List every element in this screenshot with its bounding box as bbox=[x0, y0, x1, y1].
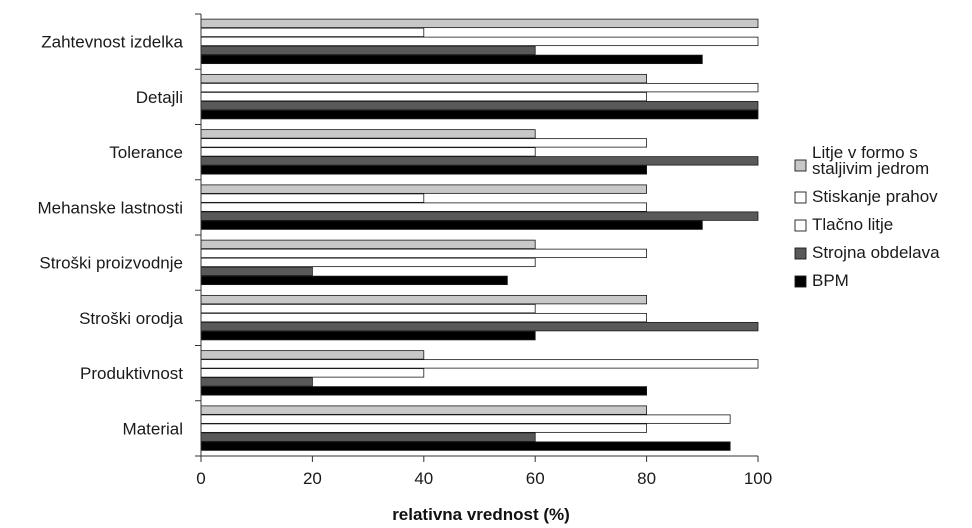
bar-3-3 bbox=[200, 147, 536, 157]
bar-3-6 bbox=[200, 312, 648, 323]
x-tick-label: 20 bbox=[303, 469, 322, 488]
x-tick-label: 100 bbox=[744, 469, 772, 488]
bar-5-3 bbox=[200, 165, 648, 175]
bar-5-7 bbox=[200, 386, 648, 396]
bar-3-4 bbox=[200, 202, 648, 212]
bar-2-7 bbox=[200, 359, 759, 369]
legend-label-2: Stiskanje prahov bbox=[812, 187, 938, 206]
x-axis-title: relativna vrednost (%) bbox=[392, 505, 570, 524]
x-tick-label: 40 bbox=[414, 469, 433, 488]
bar-1-5 bbox=[200, 239, 536, 250]
category-labels: Zahtevnost izdelka Detajli Tolerance Mehans… bbox=[37, 33, 183, 439]
category-label: Mehanske lastnosti bbox=[37, 198, 183, 217]
bar-4-7 bbox=[200, 377, 313, 387]
bar-4-5 bbox=[200, 266, 313, 277]
bar-5-5 bbox=[200, 275, 508, 286]
bar-3-5 bbox=[200, 257, 536, 268]
bar-3-8 bbox=[200, 423, 648, 433]
category-label: Produktivnost bbox=[80, 364, 183, 383]
bar-2-6 bbox=[200, 303, 536, 314]
x-tick-labels: 0 20 40 60 80 100 bbox=[196, 469, 772, 488]
category-label: Tolerance bbox=[109, 143, 183, 162]
legend-swatch-3 bbox=[794, 219, 807, 232]
bar-1-3 bbox=[200, 129, 536, 139]
bar-5-6 bbox=[200, 330, 536, 341]
bar-3-7 bbox=[200, 368, 425, 378]
x-tick-label: 0 bbox=[196, 469, 205, 488]
bar-5-2 bbox=[200, 109, 759, 120]
category-label: Stroški proizvodnje bbox=[39, 254, 183, 273]
bar-2-2 bbox=[200, 82, 759, 93]
category-label: Zahtevnost izdelka bbox=[41, 33, 183, 52]
axes-group bbox=[195, 13, 759, 462]
bar-2-4 bbox=[200, 193, 425, 203]
category-label: Material bbox=[123, 419, 183, 438]
bar-4-6 bbox=[200, 321, 759, 332]
bar-1-6 bbox=[200, 294, 648, 305]
category-label: Detajli bbox=[136, 88, 183, 107]
legend-label-5: BPM bbox=[812, 271, 849, 290]
legend-label-3: Tlačno litje bbox=[812, 215, 893, 234]
bar-4-8 bbox=[200, 432, 536, 442]
legend-swatch-4 bbox=[794, 247, 807, 260]
legend-swatch-1 bbox=[794, 159, 807, 172]
legend-swatch-2 bbox=[794, 191, 807, 204]
bar-2-3 bbox=[200, 138, 648, 148]
bar-3-1 bbox=[200, 36, 759, 47]
bar-4-3 bbox=[200, 156, 759, 166]
bars-group bbox=[200, 18, 759, 451]
bar-5-4 bbox=[200, 220, 703, 230]
bar-2-8 bbox=[200, 414, 731, 424]
bar-1-7 bbox=[200, 350, 425, 360]
legend-label-4: Strojna obdelava bbox=[812, 243, 940, 262]
legend: Litje v formo s staljivim jedrom Stiskanje… bbox=[794, 143, 940, 290]
x-tick-label: 80 bbox=[637, 469, 656, 488]
bar-1-2 bbox=[200, 73, 648, 84]
x-tick-label: 60 bbox=[526, 469, 545, 488]
category-label: Stroški orodja bbox=[79, 309, 183, 328]
bar-1-8 bbox=[200, 405, 648, 415]
bar-1-1 bbox=[200, 18, 759, 29]
bar-2-1 bbox=[200, 27, 425, 38]
bar-4-1 bbox=[200, 45, 536, 56]
legend-swatch-5 bbox=[794, 275, 807, 288]
bar-1-4 bbox=[200, 184, 648, 194]
bar-3-2 bbox=[200, 91, 648, 102]
bar-5-8 bbox=[200, 441, 731, 451]
bar-4-4 bbox=[200, 211, 759, 221]
bar-2-5 bbox=[200, 248, 648, 259]
legend-label-1: Litje v formo s staljivim jedrom bbox=[812, 143, 929, 178]
bar-4-2 bbox=[200, 100, 759, 111]
bar-5-1 bbox=[200, 54, 703, 65]
